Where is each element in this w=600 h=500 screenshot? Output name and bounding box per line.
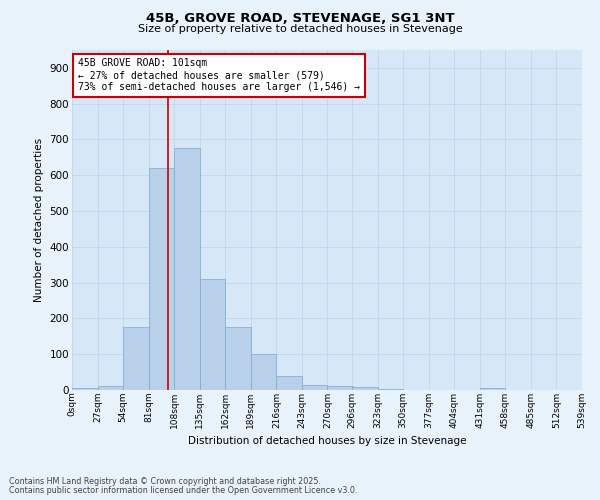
- Bar: [149, 168, 174, 390]
- Bar: [98, 386, 123, 390]
- Bar: [328, 386, 353, 390]
- Bar: [251, 354, 277, 390]
- Bar: [200, 279, 225, 390]
- Text: Contains public sector information licensed under the Open Government Licence v3: Contains public sector information licen…: [9, 486, 358, 495]
- Bar: [352, 387, 377, 390]
- Text: Contains HM Land Registry data © Crown copyright and database right 2025.: Contains HM Land Registry data © Crown c…: [9, 477, 321, 486]
- Bar: [72, 388, 98, 390]
- Bar: [225, 328, 251, 390]
- Bar: [123, 328, 149, 390]
- Bar: [480, 388, 505, 390]
- Bar: [277, 376, 302, 390]
- X-axis label: Distribution of detached houses by size in Stevenage: Distribution of detached houses by size …: [188, 436, 466, 446]
- Bar: [302, 386, 328, 390]
- Text: 45B GROVE ROAD: 101sqm
← 27% of detached houses are smaller (579)
73% of semi-de: 45B GROVE ROAD: 101sqm ← 27% of detached…: [78, 58, 360, 92]
- Bar: [174, 148, 200, 390]
- Text: Size of property relative to detached houses in Stevenage: Size of property relative to detached ho…: [137, 24, 463, 34]
- Y-axis label: Number of detached properties: Number of detached properties: [34, 138, 44, 302]
- Text: 45B, GROVE ROAD, STEVENAGE, SG1 3NT: 45B, GROVE ROAD, STEVENAGE, SG1 3NT: [146, 12, 454, 26]
